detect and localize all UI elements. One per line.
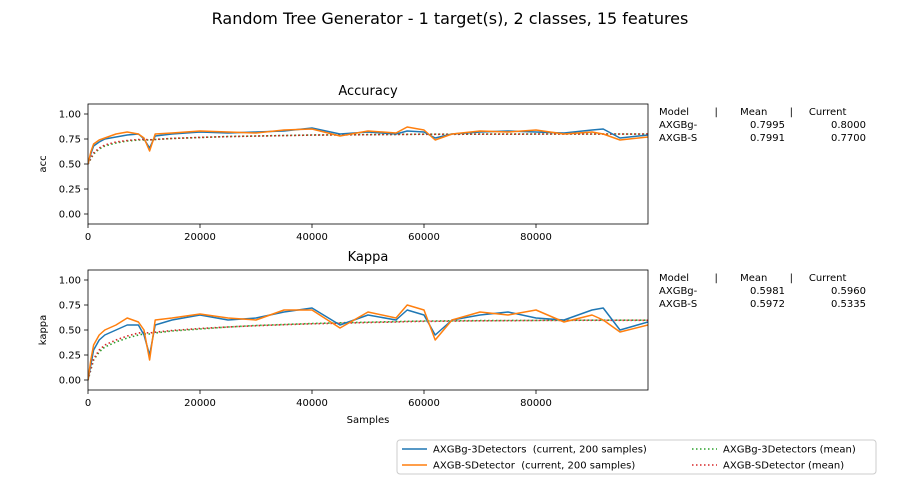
y-tick-label: 1.00 bbox=[59, 110, 81, 121]
y-tick-label: 0.75 bbox=[59, 301, 81, 312]
x-tick-label: 80000 bbox=[520, 398, 552, 409]
stats-mean: 0.7995 bbox=[750, 120, 785, 131]
stats-current: 0.5335 bbox=[831, 299, 866, 310]
stats-header: Model | Mean | Current bbox=[659, 273, 846, 284]
stats-header: Model | Mean | Current bbox=[659, 107, 846, 118]
stats-current: 0.7700 bbox=[831, 133, 866, 144]
stats-model: AXGBg- bbox=[659, 286, 698, 297]
y-tick-label: 0.25 bbox=[59, 351, 81, 362]
legend-label: AXGB-SDetector (current, 200 samples) bbox=[433, 461, 635, 472]
series-line-2 bbox=[88, 126, 648, 165]
plot-frame bbox=[87, 103, 649, 225]
x-tick-label: 80000 bbox=[520, 232, 552, 243]
stats-model: AXGBg- bbox=[659, 120, 698, 131]
x-tick-label: 20000 bbox=[184, 398, 216, 409]
stats-current: 0.5960 bbox=[831, 286, 866, 297]
series-line-2 bbox=[88, 304, 648, 381]
y-axis-label: acc bbox=[38, 155, 49, 172]
kappa-panel: Kappa 0.00 0.25 0.50 0.75 1.00 0 20000 40000 6000… bbox=[38, 250, 866, 426]
y-tick-label: 0.00 bbox=[59, 376, 81, 387]
legend-label: AXGBg-3Detectors (mean) bbox=[723, 445, 856, 456]
stats-current: 0.8000 bbox=[831, 120, 866, 131]
x-tick-label: 20000 bbox=[184, 232, 216, 243]
legend-box bbox=[396, 439, 877, 475]
plot-frame bbox=[87, 269, 649, 391]
x-tick-label: 0 bbox=[85, 398, 91, 409]
x-tick-label: 0 bbox=[85, 232, 91, 243]
stats-model: AXGB-S bbox=[659, 133, 697, 144]
y-tick-label: 0.50 bbox=[59, 160, 81, 171]
panel-title: Accuracy bbox=[338, 84, 398, 99]
series-line-4 bbox=[88, 133, 648, 165]
legend-label: AXGBg-3Detectors (current, 200 samples) bbox=[433, 445, 647, 456]
x-axis-label: Samples bbox=[347, 415, 390, 426]
x-tick-label: 60000 bbox=[408, 398, 440, 409]
y-tick-label: 0.00 bbox=[59, 210, 81, 221]
y-axis-label: kappa bbox=[38, 315, 49, 346]
panel-title: Kappa bbox=[348, 250, 389, 265]
series-line-4 bbox=[88, 319, 648, 381]
x-tick-label: 40000 bbox=[296, 398, 328, 409]
legend-label: AXGB-SDetector (mean) bbox=[723, 461, 844, 472]
x-tick-label: 60000 bbox=[408, 232, 440, 243]
stats-model: AXGB-S bbox=[659, 299, 697, 310]
accuracy-panel: Accuracy 0.00 0.25 0.50 0.75 1.00 0 20000 40000 6… bbox=[38, 84, 866, 243]
figure-title: Random Tree Generator - 1 target(s), 2 c… bbox=[212, 9, 689, 28]
y-tick-label: 0.75 bbox=[59, 135, 81, 146]
y-tick-label: 1.00 bbox=[59, 276, 81, 287]
y-tick-label: 0.50 bbox=[59, 326, 81, 337]
stats-mean: 0.5981 bbox=[750, 286, 785, 297]
legend: AXGBg-3Detectors (current, 200 samples) A… bbox=[396, 439, 877, 475]
series-line-3 bbox=[88, 319, 648, 381]
x-tick-label: 40000 bbox=[296, 232, 328, 243]
stats-mean: 0.7991 bbox=[750, 133, 785, 144]
stats-mean: 0.5972 bbox=[750, 299, 785, 310]
y-tick-label: 0.25 bbox=[59, 185, 81, 196]
